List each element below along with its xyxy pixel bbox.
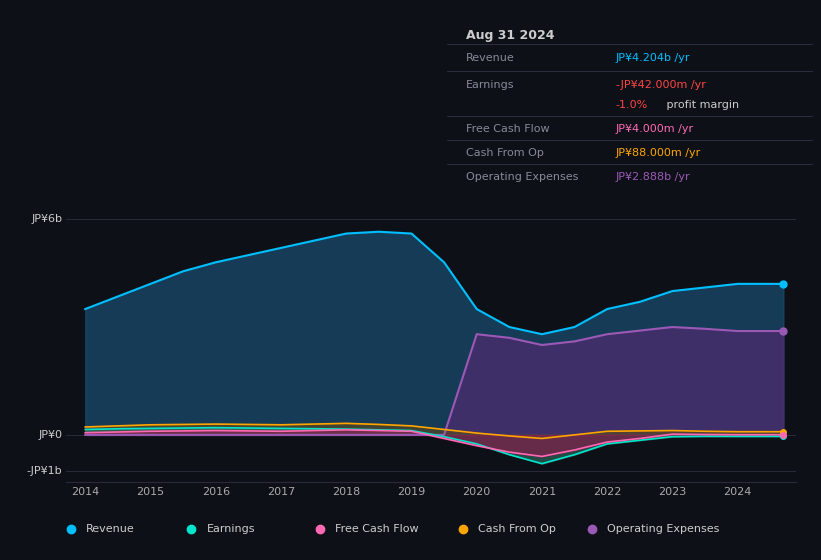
Text: Cash From Op: Cash From Op — [479, 524, 557, 534]
Text: -1.0%: -1.0% — [616, 100, 648, 110]
Text: JP¥4.000m /yr: JP¥4.000m /yr — [616, 124, 694, 134]
Text: Operating Expenses: Operating Expenses — [466, 172, 578, 182]
Text: Earnings: Earnings — [466, 80, 514, 90]
Text: JP¥4.204b /yr: JP¥4.204b /yr — [616, 53, 690, 63]
Text: -JP¥42.000m /yr: -JP¥42.000m /yr — [616, 80, 705, 90]
Text: -JP¥1b: -JP¥1b — [27, 466, 62, 476]
Text: Revenue: Revenue — [85, 524, 135, 534]
Text: Operating Expenses: Operating Expenses — [607, 524, 719, 534]
Text: profit margin: profit margin — [663, 100, 739, 110]
Text: JP¥0: JP¥0 — [39, 430, 62, 440]
Text: Free Cash Flow: Free Cash Flow — [335, 524, 419, 534]
Text: Revenue: Revenue — [466, 53, 515, 63]
Text: JP¥2.888b /yr: JP¥2.888b /yr — [616, 172, 690, 182]
Text: JP¥88.000m /yr: JP¥88.000m /yr — [616, 148, 701, 158]
Text: Free Cash Flow: Free Cash Flow — [466, 124, 549, 134]
Text: JP¥6b: JP¥6b — [31, 214, 62, 224]
Text: Earnings: Earnings — [207, 524, 255, 534]
Text: Cash From Op: Cash From Op — [466, 148, 544, 158]
Text: Aug 31 2024: Aug 31 2024 — [466, 29, 554, 42]
